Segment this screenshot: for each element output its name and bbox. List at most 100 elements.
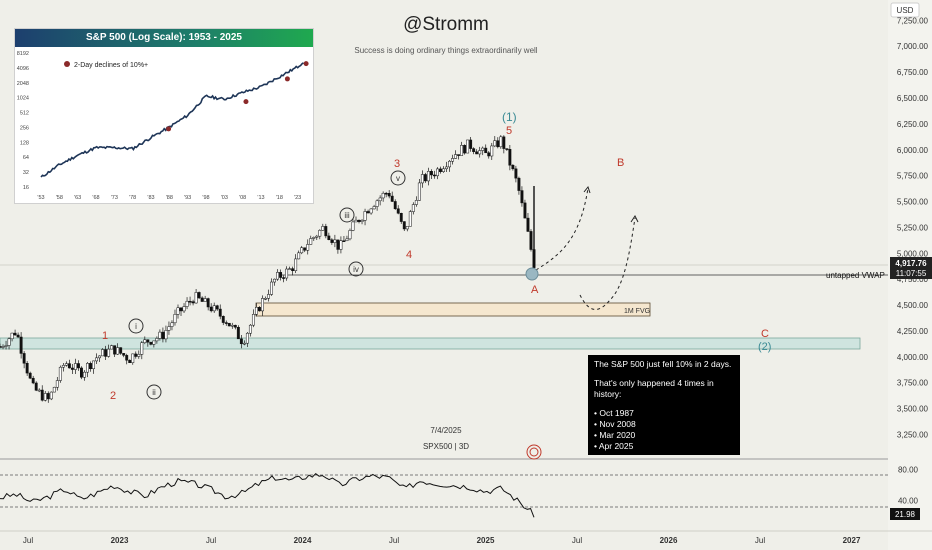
- inset-y-tick-label: 64: [23, 155, 29, 161]
- currency-label: USD: [897, 6, 914, 15]
- candle-body: [116, 347, 120, 355]
- candle-body: [436, 168, 439, 177]
- inset-y-tick-label: 16: [23, 185, 29, 191]
- candle-body: [294, 258, 298, 271]
- inset-x-tick-label: '98: [202, 195, 209, 201]
- candle-body: [251, 314, 255, 326]
- wave-label-ii: ii: [152, 388, 156, 397]
- candle-body: [239, 338, 243, 345]
- candle-body: [306, 244, 310, 251]
- candle-body: [185, 300, 189, 307]
- candle-body: [46, 393, 50, 400]
- candle-body: [312, 237, 316, 239]
- rsi-tick-label: 40.00: [898, 497, 919, 506]
- candle-body: [475, 151, 479, 155]
- candle-body: [28, 372, 32, 379]
- candle-body: [67, 363, 71, 369]
- candle-body: [227, 322, 231, 327]
- candle-body: [55, 380, 59, 388]
- candle-body: [13, 332, 17, 336]
- y-tick-label: 7,250.00: [897, 16, 929, 25]
- y-tick-label: 5,750.00: [897, 172, 929, 181]
- indicator-logo-icon[interactable]: [526, 444, 542, 460]
- candle-body: [417, 182, 421, 201]
- rsi-axis-ticks: 80.00 40.00: [898, 466, 919, 506]
- note-item-3: • Mar 2020: [594, 430, 636, 440]
- wave-label-i: i: [135, 322, 137, 331]
- candle-body: [429, 171, 433, 176]
- y-tick-label: 5,500.00: [897, 198, 929, 207]
- fvg-label: 1M FVG: [624, 308, 650, 315]
- inset-x-tick-label: '78: [129, 195, 136, 201]
- candle-body: [4, 345, 8, 347]
- inset-canvas: 2-Day declines of 10%+ 8192 4096 2048 1024 5…: [17, 51, 309, 201]
- inset-y-tick-label: 256: [20, 125, 29, 131]
- wave-label-1-major: (1): [502, 110, 517, 124]
- candle-body: [25, 362, 29, 374]
- candle-body: [372, 206, 376, 210]
- candle-body: [110, 345, 114, 350]
- y-tick-label: 5,000.00: [897, 249, 929, 258]
- candle-body: [405, 226, 409, 230]
- candle-body: [200, 297, 204, 302]
- candle-body: [426, 171, 430, 182]
- candle-body: [390, 195, 394, 202]
- candle-body: [481, 147, 485, 151]
- candle-body: [381, 192, 385, 199]
- wave-label-5: 5: [506, 125, 512, 137]
- price-marker[interactable]: [525, 267, 539, 281]
- candle-body: [218, 308, 222, 317]
- candle-body: [517, 177, 521, 191]
- candle-body: [357, 219, 361, 222]
- candle-body: [212, 305, 216, 312]
- inset-legend-label: 2-Day declines of 10%+: [74, 62, 148, 69]
- y-tick-label: 5,250.00: [897, 223, 929, 232]
- candle-body: [327, 235, 331, 240]
- candle-body: [206, 298, 210, 308]
- inset-x-tick-label: '03: [221, 195, 228, 201]
- x-tick-label: 2027: [843, 536, 861, 545]
- inset-y-tick-label: 8192: [17, 51, 29, 57]
- candle-body: [487, 152, 491, 157]
- candle-body: [31, 377, 35, 384]
- candle-body: [303, 247, 307, 251]
- inset-x-tick-label: '93: [184, 195, 191, 201]
- inset-x-tick-label: '18: [276, 195, 283, 201]
- candle-body: [267, 294, 270, 299]
- inset-event-marker: [303, 61, 309, 67]
- inset-x-tick-label: '23: [294, 195, 301, 201]
- candle-body: [457, 154, 461, 156]
- currency-box[interactable]: [890, 2, 920, 18]
- candle-body: [502, 136, 506, 149]
- candle-body: [393, 201, 397, 210]
- candle-body: [523, 202, 527, 219]
- candle-body: [170, 322, 174, 327]
- candle-body: [315, 235, 319, 238]
- candle-body: [58, 366, 62, 381]
- x-tick-label: 2026: [660, 536, 678, 545]
- candle-body: [351, 221, 355, 231]
- inset-x-tick-label: '73: [111, 195, 118, 201]
- chart-subtitle: Success is doing ordinary things extraor…: [354, 46, 537, 55]
- candle-body: [131, 353, 135, 363]
- candle-body: [7, 338, 11, 346]
- inset-title: S&P 500 (Log Scale): 1953 - 2025: [15, 29, 313, 47]
- inset-x-tick-label: '58: [56, 195, 63, 201]
- candle-body: [432, 174, 436, 177]
- x-tick-label: 2023: [111, 536, 129, 545]
- inset-y-ticks: 8192 4096 2048 1024 512 256 128 64 32 16: [17, 51, 29, 191]
- candle-body: [273, 278, 276, 283]
- candle-body: [73, 363, 77, 370]
- candle-body: [158, 331, 162, 339]
- rsi-badge: [890, 508, 920, 520]
- x-tick-label: Jul: [206, 536, 216, 545]
- candle-body: [354, 219, 358, 223]
- candle-body: [37, 389, 41, 392]
- x-tick-label: 2025: [477, 536, 495, 545]
- candle-body: [330, 239, 334, 243]
- y-tick-label: 4,750.00: [897, 275, 929, 284]
- candle-body: [95, 357, 98, 362]
- note-line-2: That's only happened 4 times in history:: [594, 378, 714, 399]
- candle-body: [472, 148, 476, 152]
- candle-body: [167, 326, 171, 331]
